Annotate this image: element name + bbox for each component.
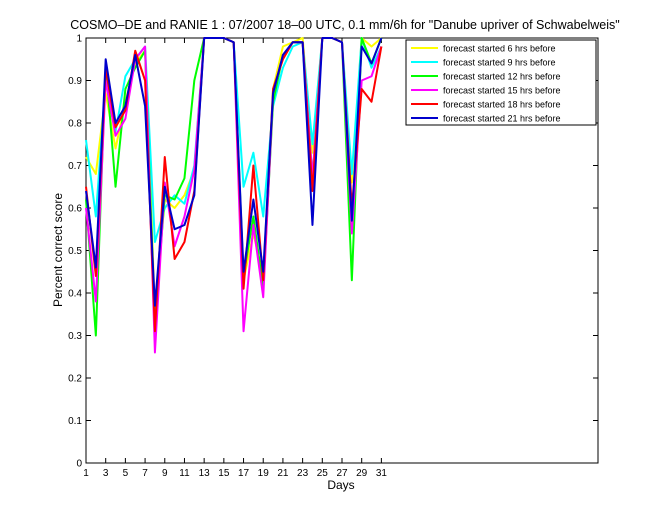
x-tick-label: 25: [317, 468, 329, 479]
series-line-6: [85, 37, 383, 307]
x-tick-label: 11: [179, 468, 190, 479]
x-tick-label: 27: [336, 468, 348, 479]
y-tick-label: 1: [76, 34, 82, 45]
x-axis-label: Days: [327, 478, 354, 492]
legend-label-5: forecast started 18 hrs before: [443, 100, 561, 110]
y-tick-label: 0.9: [68, 76, 82, 87]
x-tick-label: 7: [142, 468, 148, 479]
y-tick-label: 0.2: [68, 374, 82, 385]
legend-label-6: forecast started 21 hrs before: [443, 114, 561, 124]
y-tick-label: 0.6: [68, 204, 82, 215]
y-tick-label: 0.7: [68, 161, 82, 172]
legend-label-3: forecast started 12 hrs before: [443, 72, 561, 82]
x-tick-label: 3: [103, 468, 109, 479]
x-tick-label: 9: [162, 468, 168, 479]
legend: forecast started 6 hrs before forecast st…: [405, 39, 597, 126]
legend-label-1: forecast started 6 hrs before: [443, 44, 556, 54]
x-tick-label: 23: [297, 468, 309, 479]
legend-box: [405, 39, 597, 126]
x-tick-label: 31: [376, 468, 388, 479]
y-tick-label: 0: [76, 459, 82, 470]
legend-label-4: forecast started 15 hrs before: [443, 86, 561, 96]
x-tick-label: 1: [83, 468, 89, 479]
x-tick-label: 17: [238, 468, 250, 479]
x-tick-label: 21: [277, 468, 289, 479]
x-axis: 1 3 5 7 9 11 13 15 17 19 21 23 25 27 29 31: [83, 38, 387, 479]
x-tick-label: 19: [258, 468, 270, 479]
y-tick-label: 0.4: [68, 289, 82, 300]
chart-title: COSMO–DE and RANIE 1 : 07/2007 18–00 UTC…: [70, 18, 619, 32]
series-lines: [85, 37, 383, 354]
legend-label-2: forecast started 9 hrs before: [443, 58, 556, 68]
x-tick-label: 29: [356, 468, 368, 479]
y-tick-label: 0.3: [68, 331, 82, 342]
y-tick-label: 0.8: [68, 119, 82, 130]
y-axis: 0 0.1 0.2 0.3 0.4 0.5 0.6 0.7 0.8 0.9 1: [68, 34, 598, 470]
y-tick-label: 0.5: [68, 246, 82, 257]
y-axis-label: Percent correct score: [51, 193, 65, 307]
x-tick-label: 15: [218, 468, 230, 479]
x-tick-label: 5: [123, 468, 129, 479]
y-tick-label: 0.1: [68, 416, 82, 427]
x-tick-label: 13: [199, 468, 211, 479]
